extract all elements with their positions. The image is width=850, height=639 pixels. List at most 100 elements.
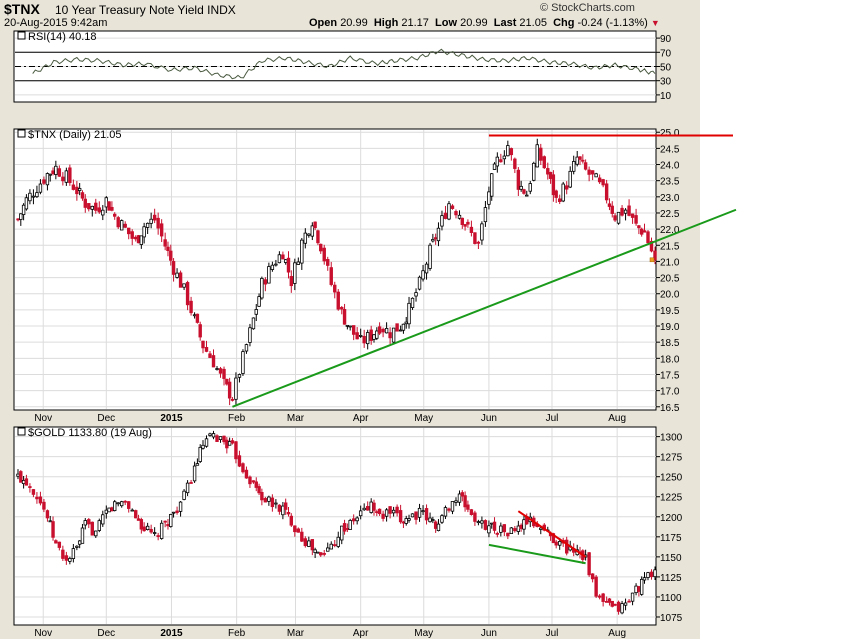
candle-body [607, 203, 612, 207]
candle-body [365, 506, 370, 511]
candle-body [440, 215, 444, 227]
candle-body [281, 254, 285, 260]
candle-body [163, 520, 167, 523]
candle-body [499, 159, 503, 163]
candle-body [326, 259, 330, 266]
candle-body [234, 441, 238, 460]
candle-body [630, 213, 635, 218]
candle-body [506, 145, 510, 157]
candle-body [289, 515, 294, 526]
candle-body [254, 481, 258, 488]
candle-body [546, 168, 550, 175]
candle-body [94, 202, 98, 211]
candle-body [554, 541, 558, 546]
y-tick-label: 1150 [660, 553, 682, 564]
down-triangle-icon: ▼ [650, 18, 660, 28]
candle-body [277, 504, 282, 512]
candle-body [169, 514, 173, 527]
panel-title: $TNX (Daily) 21.05 [28, 129, 122, 141]
candle-body [35, 496, 39, 500]
candle-body [218, 368, 223, 374]
candle-body [244, 469, 249, 479]
candle-body [410, 297, 415, 308]
candle-body [340, 525, 344, 541]
candle-body [483, 207, 488, 223]
candle-body [597, 177, 602, 183]
candle-body [21, 204, 26, 215]
candle-body [381, 328, 385, 333]
candle-body [130, 231, 134, 239]
candle-body [519, 524, 523, 529]
candle-body [642, 577, 647, 581]
candle-body [101, 209, 105, 216]
candle-body [274, 263, 278, 266]
candle-body [260, 491, 264, 501]
candle-body [516, 169, 521, 190]
candle-body [583, 162, 588, 170]
candle-body [466, 504, 470, 510]
candle-body [77, 540, 82, 545]
last-price-marker [649, 257, 655, 263]
y-tick-label: 25.0 [660, 128, 680, 139]
candle-body [421, 270, 425, 280]
open-value: 20.99 [340, 17, 368, 29]
candle-body [466, 221, 470, 225]
candle-body [145, 525, 150, 530]
x-tick-label: Aug [608, 628, 626, 639]
y-tick-label: 21.0 [660, 257, 680, 268]
candle-body [492, 521, 497, 531]
candle-body [57, 168, 62, 177]
candle-body [433, 521, 438, 529]
candle-body [642, 230, 647, 233]
candle-body [38, 183, 43, 193]
candle-body [83, 520, 87, 526]
candle-body [492, 163, 497, 170]
candle-body [561, 183, 565, 202]
candle-body [120, 501, 124, 507]
candle-body [447, 203, 451, 220]
y-tick-label: 1100 [660, 593, 682, 604]
candle-body [369, 501, 373, 513]
candle-body [336, 536, 340, 547]
candle-body [254, 309, 258, 315]
candle-body [201, 340, 205, 349]
candle-body [244, 344, 249, 352]
y-tick-label: 90 [660, 34, 672, 45]
candle-body [68, 167, 72, 184]
candle-body [248, 476, 252, 485]
candle-body [594, 173, 598, 178]
candle-body [381, 513, 385, 519]
candle-body [499, 525, 503, 533]
security-name: 10 Year Treasury Note Yield INDX [55, 3, 236, 17]
candle-body [230, 440, 235, 444]
candle-body [296, 261, 301, 265]
candle-body [237, 455, 242, 467]
candle-body [116, 217, 120, 228]
candle-body [646, 572, 650, 578]
candle-body [391, 327, 396, 343]
candle-body [127, 501, 131, 509]
candle-body [208, 353, 212, 358]
quote-summary: Open 20.99 High 21.17 Low 20.99 Last 21.… [309, 17, 660, 29]
candle-body [639, 578, 644, 595]
candle-body [107, 201, 111, 211]
candle-body [375, 330, 379, 339]
y-tick-label: 1225 [660, 493, 683, 504]
candle-body [414, 292, 418, 297]
x-tick-label: Dec [97, 413, 115, 424]
candle-body [38, 496, 43, 504]
candle-body [490, 522, 494, 525]
candle-body [293, 262, 297, 284]
ticker-symbol[interactable]: $TNX [4, 1, 40, 17]
candle-body [613, 603, 617, 606]
candle-body [450, 205, 455, 209]
candle-body [241, 463, 245, 473]
candle-body [21, 479, 26, 485]
y-tick-label: 10 [660, 91, 672, 102]
last-value: 21.05 [519, 17, 547, 29]
panel-title: RSI(14) 40.18 [28, 31, 96, 43]
candle-body [597, 595, 602, 598]
candle-body [480, 520, 484, 524]
candle-body [637, 225, 641, 229]
candle-body [113, 213, 117, 217]
